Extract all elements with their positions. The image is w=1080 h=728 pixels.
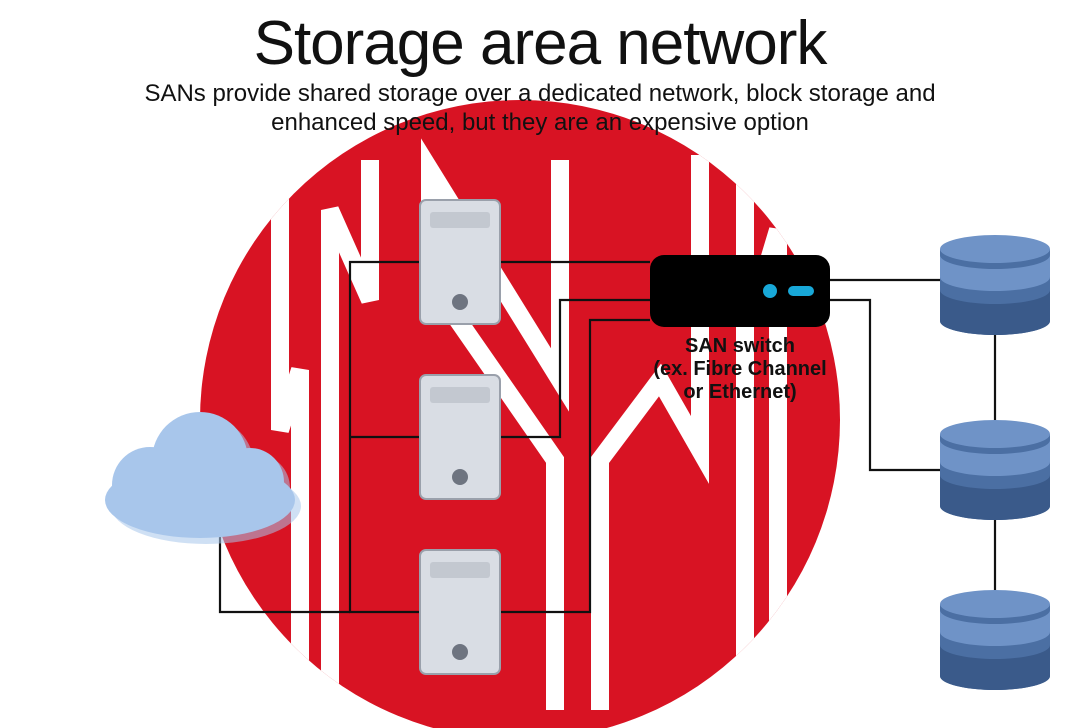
switch-label-line1: SAN switch	[640, 335, 840, 358]
switch-label-line2: (ex. Fibre Channel	[640, 358, 840, 381]
diagram-title: Storage area network	[0, 8, 1080, 79]
storage-disk-icon	[940, 235, 1050, 335]
storage-disk-icon	[940, 590, 1050, 690]
switch-label-line3: or Ethernet)	[640, 381, 840, 404]
diagram-stage: Storage area network SANs provide shared…	[0, 0, 1080, 728]
switch-label: SAN switch (ex. Fibre Channel or Etherne…	[640, 335, 840, 404]
storage-disk-icon	[940, 420, 1050, 520]
diagram-subtitle: SANs provide shared storage over a dedic…	[100, 80, 980, 138]
